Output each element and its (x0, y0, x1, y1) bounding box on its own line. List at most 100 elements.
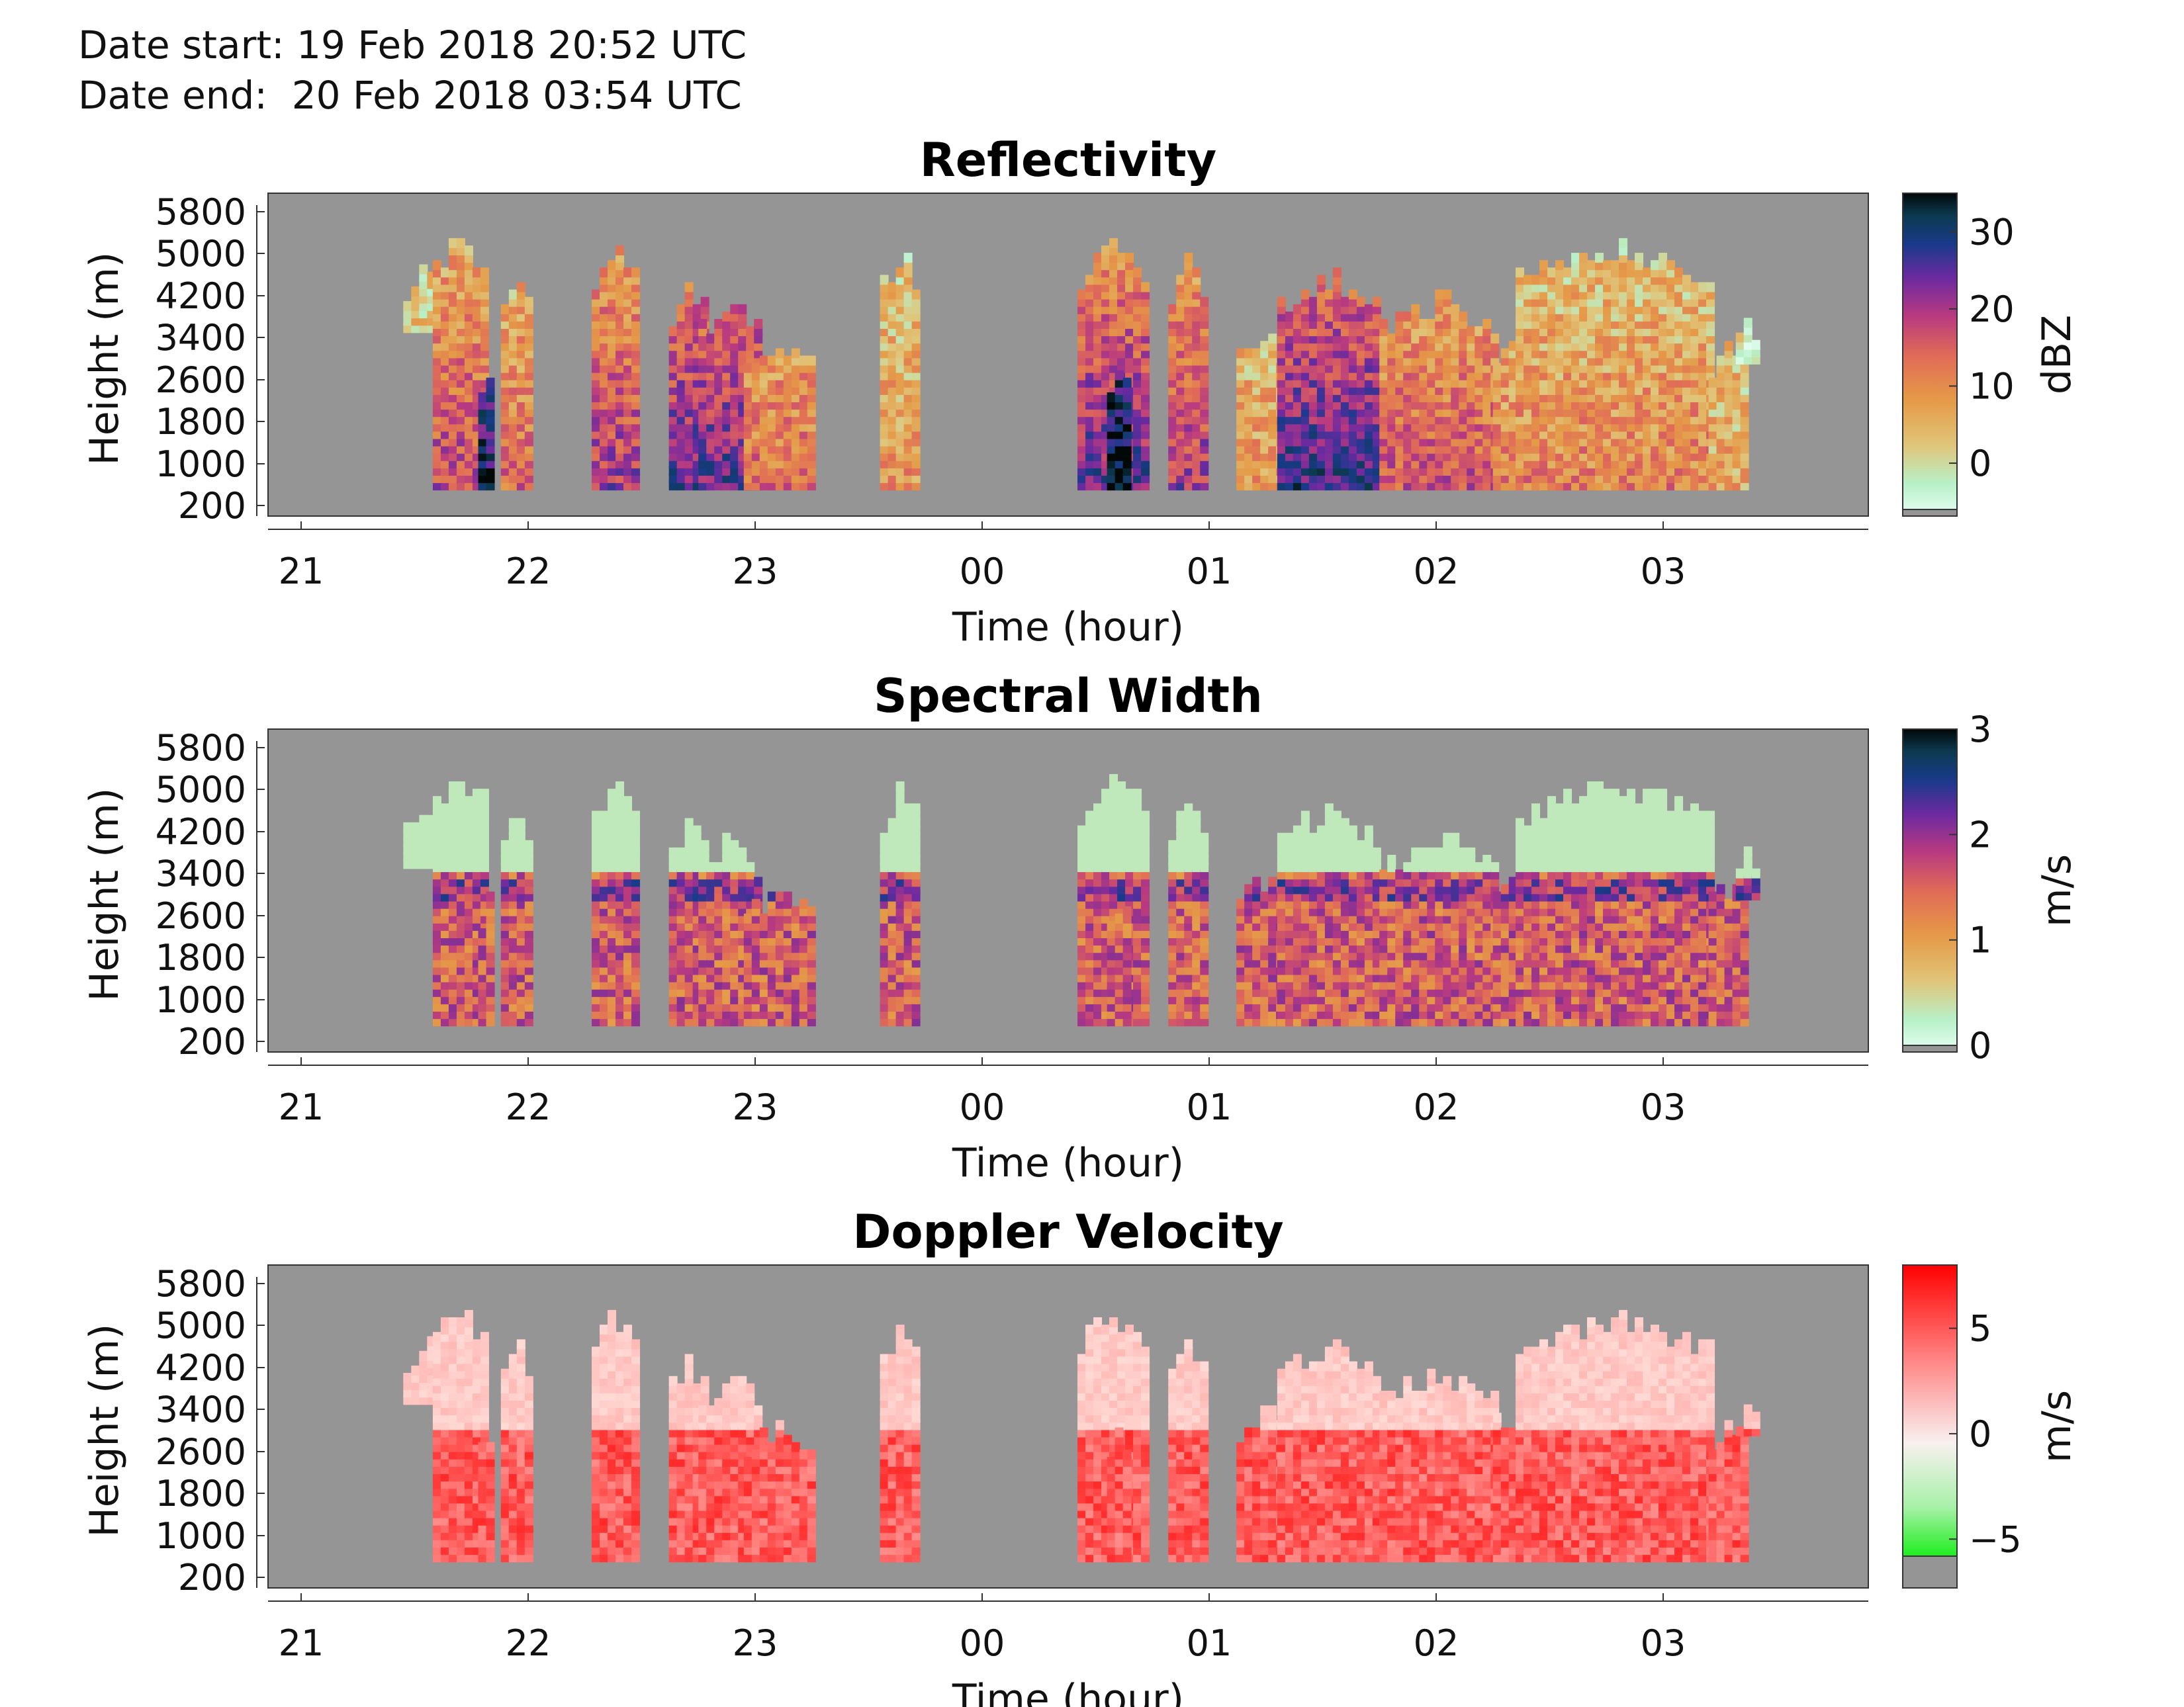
echo-cell (1356, 296, 1365, 307)
panel-1: 21 22 23 00 01 02 0320010001800260034004200500… (81, 133, 2080, 650)
echo-cell (486, 377, 495, 388)
echo-cell (1443, 289, 1452, 300)
echo-cell (1184, 253, 1193, 263)
echo-cell (403, 822, 412, 832)
echo-cell (1492, 363, 1502, 373)
echo-cell (1101, 245, 1111, 256)
colorbar-missing-swatch (1902, 509, 1958, 517)
echo-cell (700, 840, 709, 850)
echo-cell (692, 825, 702, 836)
echo-cell (1619, 238, 1628, 248)
echo-cell (791, 348, 800, 359)
x-tick-label: 03 (1641, 550, 1686, 592)
echo-cell (714, 862, 723, 873)
echo-cell (1459, 311, 1468, 322)
echo-cell (1316, 275, 1326, 285)
panel-2: 21 22 23 00 01 02 0320010001800260034004200500… (81, 669, 2080, 1186)
echo-cell (631, 810, 641, 821)
echo-cell (775, 348, 784, 359)
echo-cell (1200, 296, 1209, 307)
echo-cell (1451, 304, 1460, 314)
colorbar-tick-label: 0 (1969, 443, 1991, 484)
echo-cell (472, 789, 481, 799)
echo-cell (1579, 253, 1588, 263)
echo-cell (751, 363, 760, 373)
echo-cell (1500, 348, 1510, 359)
echo-cell (1571, 253, 1580, 263)
y-tick-label: 1800 (156, 401, 246, 443)
echo-cell (692, 304, 702, 314)
echo-cell (1176, 275, 1185, 285)
echo-cell (1085, 810, 1095, 821)
echo-cell (799, 898, 808, 909)
echo-cell (1277, 296, 1286, 307)
echo-cell (480, 267, 489, 278)
echo-cell (1395, 311, 1404, 322)
echo-cell (411, 822, 420, 832)
echo-cell (1659, 253, 1668, 263)
echo-cell (1651, 260, 1660, 271)
echo-cell (464, 796, 473, 807)
echo-cell (775, 891, 784, 902)
y-tick-label: 2600 (156, 359, 246, 401)
x-tick-label: 23 (733, 550, 778, 592)
y-tick-label: 200 (178, 485, 246, 527)
echo-cell (500, 840, 510, 850)
echo-cell (1411, 304, 1420, 314)
y-tick-label: 4200 (156, 275, 246, 317)
echo-cell (1085, 275, 1095, 285)
echo-cell (440, 803, 449, 814)
echo-cell (608, 260, 617, 271)
echo-cell (486, 891, 495, 902)
echo-cell (698, 862, 707, 873)
echo-cell (1372, 296, 1381, 307)
echo-cell (791, 906, 800, 916)
echo-cell (403, 301, 412, 312)
echo-cell (1122, 377, 1132, 388)
echo-cell (478, 392, 487, 403)
echo-cell (432, 796, 441, 807)
echo-cell (1724, 341, 1733, 351)
echo-cell (1419, 319, 1428, 329)
echo-cell (895, 267, 905, 278)
echo-cell (592, 289, 601, 300)
echo-cell (730, 840, 739, 850)
echo-cell (1260, 341, 1269, 351)
echo-cell (1427, 319, 1436, 329)
echo-cell (1117, 253, 1126, 263)
echo-cell (1516, 267, 1525, 278)
echo-cell (600, 267, 609, 278)
echo-cell (592, 810, 601, 821)
echo-cell (615, 781, 625, 792)
echo-cell (1252, 348, 1261, 359)
colorbar-tick-label: 30 (1969, 211, 2015, 253)
echo-cell (1467, 326, 1476, 337)
echo-cell (1627, 260, 1636, 271)
echo-cell (1635, 253, 1644, 263)
echo-cell (1524, 275, 1533, 285)
plot-frame (267, 193, 1869, 517)
y-tick-label: 3400 (156, 317, 246, 359)
echo-cell (508, 818, 518, 828)
echo-cell (799, 355, 808, 366)
date-end-text: Date end: 20 Feb 2018 03:54 UTC (78, 73, 742, 118)
echo-cell (1133, 267, 1142, 278)
echo-cell (676, 304, 686, 314)
echo-cell (516, 818, 525, 828)
echo-cell (1364, 304, 1373, 314)
echo-cell (440, 267, 449, 278)
echo-cell (1716, 355, 1725, 366)
echo-cell (807, 906, 816, 916)
x-axis-label: Time (hour) (952, 604, 1184, 650)
echo-cell (668, 847, 678, 857)
echo-cell (500, 304, 510, 314)
echo-cell (767, 891, 776, 902)
echo-cell (1077, 825, 1087, 836)
echo-cell (684, 818, 694, 828)
echo-cell (411, 286, 420, 296)
echo-cell (706, 333, 715, 344)
echo-cell (1308, 296, 1318, 307)
echo-cell (783, 355, 792, 366)
echo-cell (1674, 267, 1684, 278)
echo-cell (895, 781, 905, 792)
